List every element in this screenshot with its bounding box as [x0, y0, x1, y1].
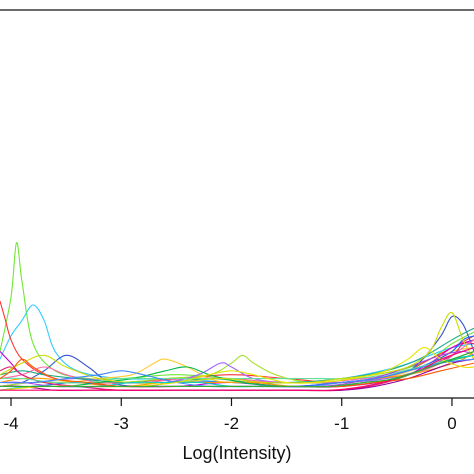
series-layer — [0, 242, 474, 392]
x-tick-label: -3 — [114, 414, 129, 433]
density-line-11 — [0, 350, 474, 387]
density-line-1 — [0, 242, 474, 384]
x-tick-label: -4 — [3, 414, 18, 433]
density-line-23 — [0, 347, 474, 392]
x-tick-label: -1 — [334, 414, 349, 433]
x-tick-label: -2 — [224, 414, 239, 433]
x-tick-label: 0 — [447, 414, 456, 433]
x-axis-title: Log(Intensity) — [182, 443, 291, 463]
density-line-15 — [0, 354, 474, 384]
x-axis-ticks: -4 -3 -2 -1 0 — [3, 398, 457, 433]
density-line-14 — [0, 342, 474, 392]
density-line-24 — [0, 350, 474, 388]
